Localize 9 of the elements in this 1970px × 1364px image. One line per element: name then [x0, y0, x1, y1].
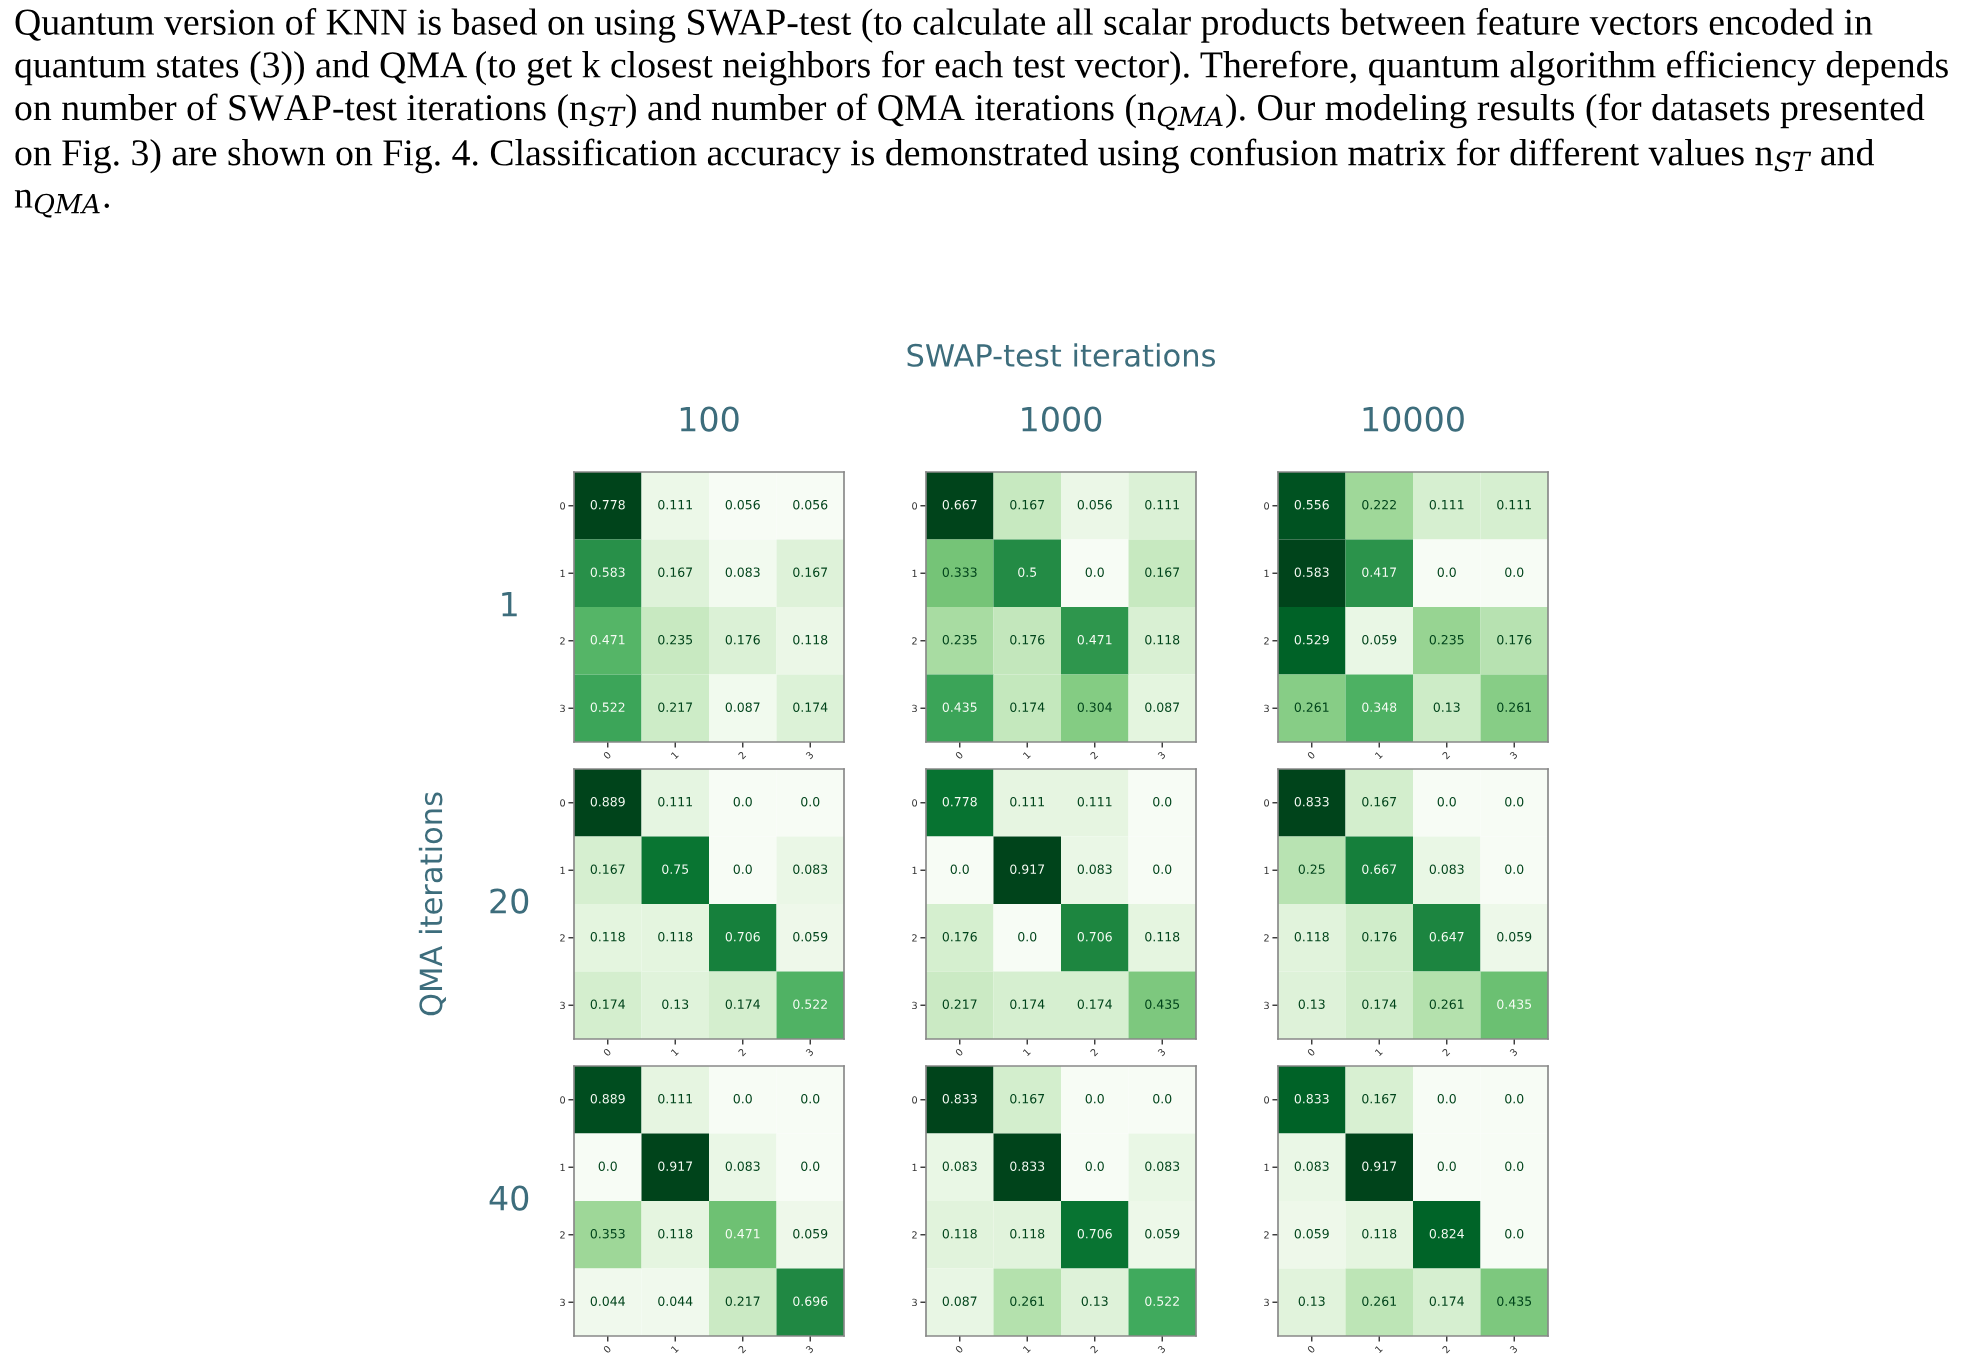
text: QMA iterations: [418, 792, 446, 1016]
chart-title: 10000: [1363, 406, 1464, 432]
y-axis-title: 20: [490, 888, 529, 914]
y-axis-title: 40: [489, 1185, 529, 1211]
chart-subtitle: 1000: [1022, 406, 1102, 432]
chart-title: SWAP-test iterations: [907, 343, 1216, 367]
chart-title: 100: [680, 406, 739, 432]
text: Quantum version of KNN is based on using SWAP-test (to calculate all scalar products between feature vectors encoded in quantum states (3)) and QMA (to get k closest neighbors for each test vector). Therefore, quantum algorithm efficiency depends on number of SWAP-test iterations (n$_{ST}$) and number of QMA iterations (n$_{QMA}$). Our modeling results (for datasets presented on Fig. 3) are shown on Fig. 4. Classification accuracy is demonstrated using confusion matrix for different values n$_{ST}$ and n$_{QMA}$.: [14, 8, 1948, 218]
y-axis-title: 1: [502, 591, 517, 617]
